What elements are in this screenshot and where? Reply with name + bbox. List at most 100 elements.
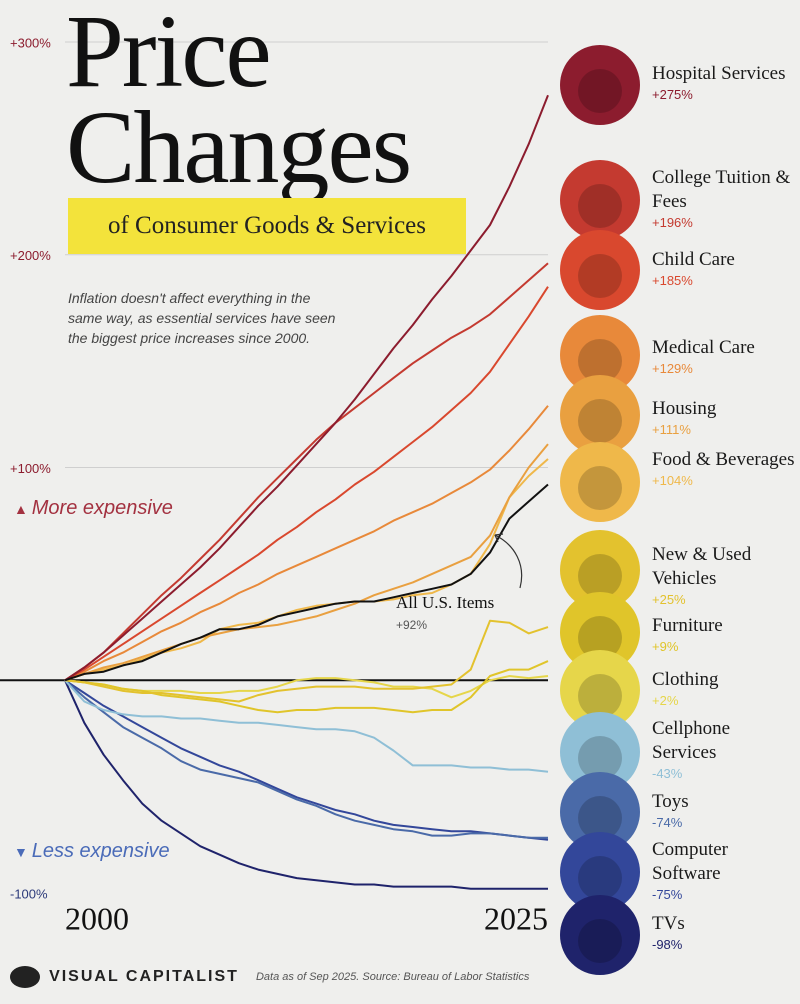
icon (560, 592, 640, 672)
series-line (64, 679, 548, 839)
item-name: Child Care (652, 249, 735, 270)
item-label: Toys -74% (652, 790, 797, 832)
description: Inflation doesn't affect everything in t… (68, 290, 336, 346)
item-name: Toys (652, 791, 689, 812)
item-value: +196% (652, 215, 693, 230)
y-tick-label: +100% (10, 461, 51, 476)
item-label: Food & Beverages +104% (652, 448, 797, 490)
item-label: Child Care +185% (652, 248, 797, 290)
icon (560, 230, 640, 310)
icon (560, 160, 640, 240)
icon (560, 45, 640, 125)
subtitle: of Consumer Goods & Services (68, 198, 466, 254)
series-line (64, 675, 549, 699)
item-name: Housing (652, 398, 717, 419)
footer: VISUAL CAPITALIST Data as of Sep 2025. S… (10, 966, 790, 988)
series-line (64, 619, 549, 703)
item-value: -43% (652, 766, 683, 781)
item-name: Medical Care (652, 337, 755, 358)
title: Price Changes (66, 0, 412, 205)
icon-shade (578, 554, 622, 598)
item-name: Clothing (652, 669, 719, 690)
item-label: TVs -98% (652, 912, 797, 954)
icon (560, 530, 640, 610)
icon-shade (578, 339, 622, 383)
x-tick-label: 2000 (65, 900, 129, 936)
logo (10, 966, 40, 988)
series-line (64, 679, 549, 773)
inline-value: +92% (396, 618, 427, 632)
item-value: +2% (652, 693, 679, 708)
icon-shade (578, 69, 622, 113)
item-name: Computer Software (652, 839, 728, 884)
icon (560, 315, 640, 395)
item-value: +104% (652, 473, 693, 488)
item-label: Medical Care +129% (652, 336, 797, 378)
item-label: Clothing +2% (652, 668, 797, 710)
item-value: +9% (652, 639, 679, 654)
item-value: +111% (652, 422, 691, 437)
series-line (64, 405, 549, 682)
icon (560, 650, 640, 730)
item-label: Computer Software -75% (652, 838, 797, 904)
icon-shade (578, 616, 622, 660)
icon-shade (578, 856, 622, 900)
less-note: ▼ Less expensive (14, 840, 170, 862)
icon (560, 895, 640, 975)
series-line (64, 286, 549, 682)
item-value: +129% (652, 361, 693, 376)
item-name: New & Used Vehicles (652, 544, 752, 589)
series-line (64, 483, 549, 682)
item-name: Furniture (652, 615, 723, 636)
item-value: +185% (652, 273, 693, 288)
item-value: +25% (652, 592, 686, 607)
series-line (64, 660, 549, 714)
item-label: Cellphone Services -43% (652, 717, 797, 783)
series-line (64, 679, 549, 841)
item-value: -75% (652, 887, 683, 902)
series-line (64, 679, 548, 890)
icon-shade (578, 399, 622, 443)
icon (560, 832, 640, 912)
item-value: +275% (652, 87, 693, 102)
arrow-head (494, 533, 504, 543)
icon-shade (578, 674, 622, 718)
item-name: Cellphone Services (652, 718, 731, 763)
y-tick-label: +200% (10, 248, 51, 263)
icon (560, 375, 640, 455)
icon-shade (578, 796, 622, 840)
source: Data as of Sep 2025. Source: Bureau of L… (255, 971, 530, 983)
icon-shade (578, 466, 622, 510)
inline-name: All U.S. Items (396, 593, 494, 612)
item-label: Furniture +9% (652, 614, 797, 656)
icon-shade (578, 736, 622, 780)
series-line (64, 94, 549, 682)
annotation-arrow (494, 534, 523, 589)
item-name: College Tuition & Fees (652, 167, 791, 212)
series-line (64, 443, 549, 682)
more-text: More expensive (31, 497, 173, 519)
item-label: Hospital Services +275% (652, 62, 797, 104)
icon-shade (578, 184, 622, 228)
more-note: ▲ More expensive (14, 497, 173, 519)
icon-shade (578, 919, 622, 963)
icon (560, 712, 640, 792)
y-tick-label: +300% (10, 35, 51, 50)
item-name: Hospital Services (652, 63, 786, 84)
icon (560, 772, 640, 852)
x-tick-label: 2025 (484, 900, 548, 936)
brand: VISUAL CAPITALIST (49, 968, 239, 985)
item-value: -74% (652, 815, 683, 830)
y-tick-label: -100% (10, 886, 48, 901)
less-text: Less expensive (31, 840, 170, 862)
icon (560, 442, 640, 522)
item-value: -98% (652, 937, 683, 952)
item-label: Housing +111% (652, 397, 797, 439)
icon-shade (578, 254, 622, 298)
item-label: College Tuition & Fees +196% (652, 166, 797, 232)
series-line (64, 262, 549, 682)
item-name: TVs (652, 913, 685, 934)
item-name: Food & Beverages (652, 449, 795, 470)
